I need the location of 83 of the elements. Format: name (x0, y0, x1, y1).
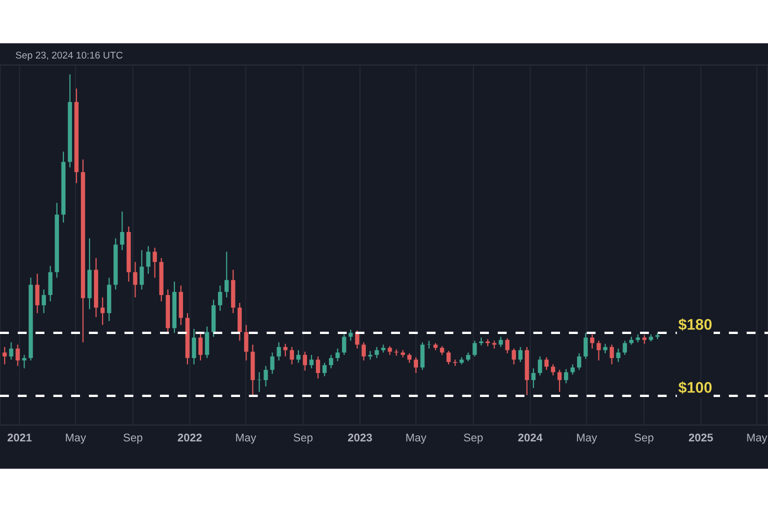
candlestick (505, 338, 510, 354)
candlestick (374, 346, 379, 359)
candlestick (35, 273, 40, 314)
x-tick-label: 2024 (518, 434, 542, 442)
candlestick (486, 338, 490, 347)
candlestick (479, 337, 484, 346)
candlestick (42, 288, 46, 314)
candlestick (610, 344, 614, 365)
candlestick (616, 348, 620, 363)
candlestick (264, 365, 268, 387)
candlestick (570, 364, 575, 376)
candlestick (146, 246, 150, 274)
candlestick (603, 343, 608, 354)
candlestick (316, 356, 320, 380)
candlestick (577, 352, 582, 370)
candlestick (544, 356, 549, 370)
candlestick (152, 247, 157, 278)
candlestick (498, 336, 503, 348)
candlestick (381, 344, 386, 354)
candlestick (133, 261, 138, 298)
candlestick (48, 265, 52, 302)
x-tick-label: 2025 (688, 434, 713, 442)
x-tick-label: May (747, 434, 768, 444)
candlestick (512, 348, 516, 365)
candlestick (342, 334, 346, 356)
candlestick (192, 328, 196, 365)
candlestick (204, 326, 210, 359)
candlestick (198, 332, 203, 361)
candlestick (290, 346, 294, 365)
candlestick (283, 343, 288, 358)
candlestick (596, 340, 601, 361)
candlestick (407, 352, 412, 364)
candlestick (302, 351, 308, 372)
ref-line-label: $100 (678, 381, 712, 394)
candlestick (120, 210, 124, 251)
candlestick (622, 340, 627, 356)
candlestick (446, 350, 451, 365)
x-tick-label: Sep (464, 434, 483, 444)
candlestick (224, 251, 229, 298)
candlestick (355, 330, 360, 350)
candlestick (362, 342, 366, 361)
candlestick (22, 354, 26, 369)
candlestick (16, 344, 20, 366)
candlestick (244, 324, 248, 361)
candlestick (276, 342, 281, 361)
candlestick (557, 369, 562, 392)
x-tick-label: May (236, 434, 256, 444)
ref-line-label: $180 (678, 318, 712, 331)
candlestick (564, 368, 568, 384)
candlestick (348, 329, 353, 342)
candlestick (309, 354, 314, 369)
candlestick (420, 342, 425, 370)
candlestick (531, 368, 536, 389)
x-tick-label: 2023 (348, 434, 372, 442)
candlestick (296, 350, 301, 364)
candlestick (590, 334, 594, 350)
candlestick (472, 340, 477, 358)
candlestick (9, 342, 14, 360)
candlestick (492, 340, 496, 350)
candlestick (322, 362, 327, 377)
candlestick (270, 352, 274, 374)
candlestick (336, 348, 340, 362)
candlestick (257, 372, 262, 392)
candlestick (328, 354, 334, 369)
x-tick-label: 2022 (178, 434, 202, 442)
x-tick-label: May (406, 434, 426, 444)
x-tick-label: Sep (634, 434, 654, 444)
x-tick-label: 2021 (8, 434, 32, 442)
x-tick-label: Sep (294, 434, 313, 444)
candlestick (100, 296, 105, 326)
candlestick (518, 346, 522, 363)
x-tick-label: Sep (124, 434, 142, 444)
text: Sep 23, 2024 10:16 UTC (16, 52, 123, 61)
candlestick (538, 356, 542, 376)
candlestick (2, 346, 7, 365)
candlestick (584, 332, 588, 360)
candlestick (368, 350, 372, 360)
x-tick-label: May (66, 434, 86, 444)
candlestick (414, 356, 418, 374)
candlestick (218, 285, 222, 312)
candlestick (550, 364, 556, 376)
x-tick-label: May (577, 434, 598, 444)
candlestick (140, 250, 144, 290)
